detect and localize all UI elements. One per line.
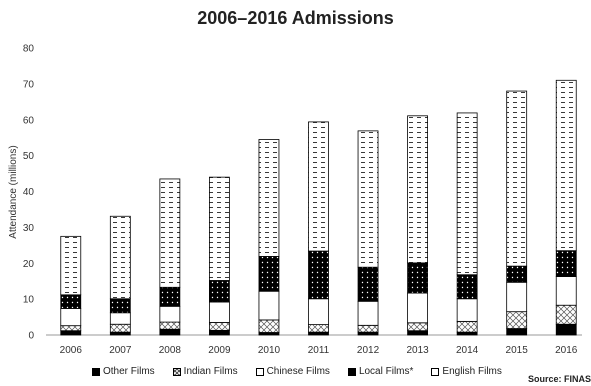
x-tick-label: 2006: [60, 345, 83, 356]
bar-segment-other-films: [456, 331, 478, 336]
bar-segment-other-films: [506, 328, 528, 336]
legend-item: Indian Films: [172, 366, 238, 377]
legend-label: Indian Films: [183, 366, 238, 377]
bar-segment-english-films: [60, 235, 82, 296]
x-tick-label: 2013: [406, 345, 429, 356]
bar-segment-local-films: [159, 286, 181, 307]
bar-segment-indian-films: [456, 320, 478, 333]
chart-title: 2006–2016 Admissions: [197, 8, 394, 28]
y-tick-label: 10: [23, 295, 35, 306]
legend-swatch: [431, 367, 440, 376]
bar-segment-indian-films: [308, 324, 329, 333]
legend: Other Films Indian Films Chinese Films Loca…: [92, 366, 502, 377]
y-tick-label: 80: [23, 44, 35, 55]
bar-segment-other-films: [60, 330, 82, 336]
bar-segment-local-films: [506, 265, 528, 283]
x-tick-label: 2009: [208, 345, 231, 356]
x-tick-label: 2007: [109, 345, 132, 356]
bar-segment-indian-films: [159, 321, 181, 330]
bar-segment-indian-films: [109, 323, 131, 333]
bar-segment-local-films: [456, 274, 478, 300]
bar-segment-other-films: [308, 331, 329, 336]
bar-segment-chinese-films: [209, 301, 230, 323]
bar-segment-other-films: [209, 329, 230, 336]
bar-segment-english-films: [109, 215, 131, 300]
bar-segment-chinese-films: [407, 292, 428, 324]
bar-segment-local-films: [209, 280, 230, 303]
bar-segment-other-films: [555, 323, 577, 336]
y-tick-label: 50: [23, 151, 35, 162]
legend-label: Local Films*: [358, 366, 414, 377]
y-tick-label: 60: [23, 115, 35, 126]
legend-swatch: [92, 367, 100, 376]
bar-segment-english-films: [357, 130, 379, 268]
bar-segment-local-films: [308, 250, 329, 300]
bar-segment-local-films: [109, 298, 131, 314]
legend-swatch: [172, 367, 181, 376]
bar-segment-other-films: [159, 328, 181, 336]
bar-segment-english-films: [456, 112, 478, 276]
bar-segment-chinese-films: [60, 308, 82, 327]
legend-item: Chinese Films: [255, 366, 330, 377]
y-tick-label: 30: [23, 223, 35, 234]
bar-segment-indian-films: [357, 324, 379, 333]
x-tick-label: 2010: [258, 345, 281, 356]
bar-segment-indian-films: [555, 304, 577, 325]
bar-segment-indian-films: [506, 311, 528, 329]
legend-label: Other Films: [103, 366, 155, 377]
legend-swatch: [347, 367, 356, 376]
y-tick-label: 40: [23, 187, 35, 198]
legend-item: Other Films: [92, 366, 155, 377]
x-tick-label: 2016: [555, 345, 578, 356]
bar-segment-chinese-films: [159, 305, 181, 323]
bar-segment-chinese-films: [109, 312, 131, 325]
bar-segment-chinese-films: [308, 298, 329, 325]
bar-segment-english-films: [209, 176, 230, 281]
bar-segment-other-films: [407, 330, 428, 336]
legend-item: English Films: [431, 366, 502, 377]
x-tick-label: 2014: [456, 345, 479, 356]
x-tick-label: 2012: [357, 345, 380, 356]
bar-segment-local-films: [407, 262, 428, 294]
bar-segment-english-films: [159, 178, 181, 288]
bar-segment-indian-films: [60, 325, 82, 332]
y-tick-label: 70: [23, 79, 35, 90]
x-tick-label: 2015: [506, 345, 529, 356]
bar-segment-indian-films: [407, 322, 428, 332]
y-tick-label: 20: [23, 259, 35, 270]
bar-segment-english-films: [506, 90, 528, 267]
bar-segment-english-films: [407, 115, 428, 264]
legend-label: Chinese Films: [266, 366, 330, 377]
legend-item: Local Films*: [347, 366, 414, 377]
bar-segment-other-films: [109, 331, 131, 336]
bar-segment-english-films: [555, 79, 577, 252]
bar-segment-local-films: [60, 294, 82, 309]
bars: [60, 79, 577, 336]
legend-swatch: [255, 367, 264, 376]
bar-segment-chinese-films: [357, 300, 379, 326]
bar-segment-other-films: [357, 331, 379, 336]
bar-segment-local-films: [555, 250, 577, 277]
x-tick-label: 2008: [159, 345, 182, 356]
bar-segment-local-films: [357, 266, 379, 302]
y-tick-label: 0: [28, 331, 34, 342]
bar-segment-chinese-films: [456, 298, 478, 322]
axes: 0 10 20 30 40 50 60 70 80 2006 2007 2008 2009 2010 201…: [23, 44, 582, 356]
bar-segment-local-films: [258, 256, 280, 292]
bar-segment-english-films: [308, 121, 329, 252]
bar-segment-english-films: [258, 139, 280, 257]
bar-segment-chinese-films: [258, 290, 280, 321]
bar-segment-indian-films: [258, 319, 280, 333]
bar-segment-chinese-films: [506, 281, 528, 313]
legend-label: English Films: [442, 366, 502, 377]
x-tick-label: 2011: [308, 345, 330, 356]
y-axis-label: Attendance (millions): [8, 145, 19, 238]
bar-segment-chinese-films: [555, 276, 577, 306]
source-note: Source: FINAS: [527, 374, 591, 384]
bar-segment-indian-films: [209, 322, 230, 331]
